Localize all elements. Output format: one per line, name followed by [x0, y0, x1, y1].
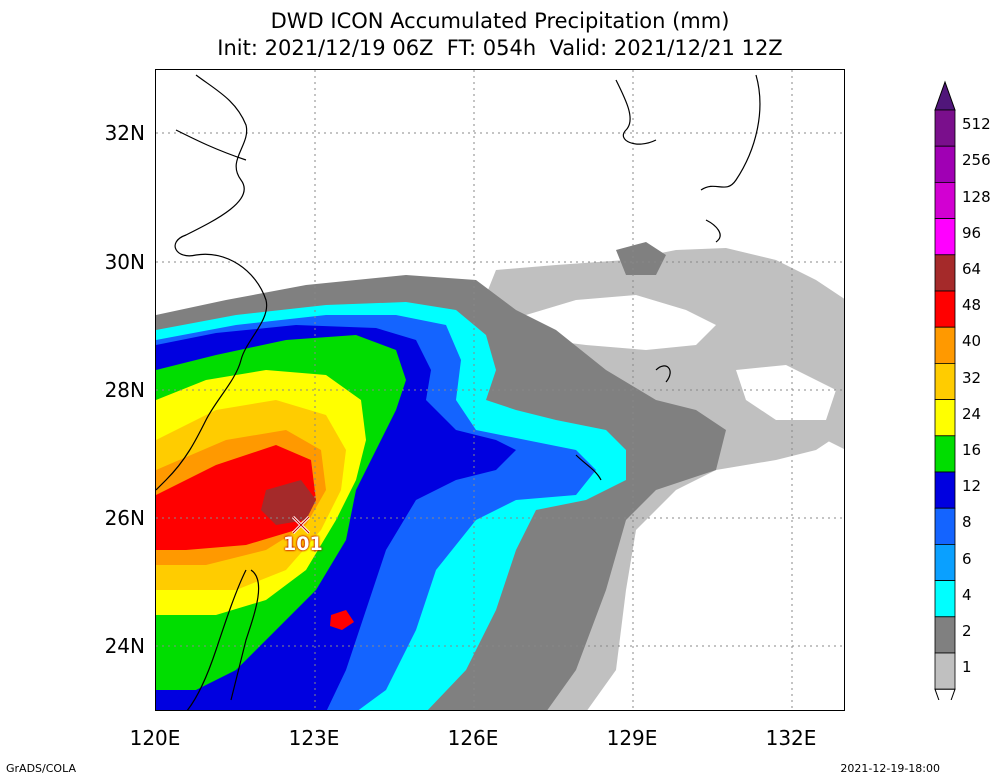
legend-level-label: 24 [962, 404, 982, 423]
dry-gap [526, 295, 716, 350]
lon-tick-120e: 120E [129, 726, 181, 750]
legend-level-label: 16 [962, 441, 982, 459]
lat-tick-30n: 30N [104, 250, 145, 274]
precip-2-blob [616, 242, 666, 275]
color-bar-segment [934, 218, 956, 256]
lat-tick-24n: 24N [104, 634, 145, 658]
color-bar-segment [934, 652, 956, 690]
color-bar-segment [934, 362, 956, 400]
lat-tick-32n: 32N [104, 121, 145, 145]
legend-level-label: 1 [962, 658, 972, 677]
lat-tick-26n: 26N [104, 506, 145, 530]
color-bar-segment [934, 109, 956, 147]
legend-level-label: 64 [962, 260, 982, 278]
legend-level-label: 2 [962, 622, 972, 640]
max-value-label: 101 [283, 533, 323, 555]
color-bar-segment [934, 326, 956, 364]
color-bar-bottom-cap [934, 688, 956, 700]
legend-level-label: 96 [962, 223, 982, 242]
color-bar-segment [934, 471, 956, 509]
color-bar-top-cap [934, 80, 956, 111]
map-subtitle: Init: 2021/12/19 06Z FT: 054h Valid: 202… [217, 36, 783, 60]
legend-level-label: 6 [962, 549, 972, 568]
color-bar [934, 80, 956, 700]
lon-tick-129e: 129E [606, 726, 658, 750]
color-bar-segment [934, 507, 956, 545]
color-bar-segment [934, 290, 956, 328]
footer-left: GrADS/COLA [6, 762, 76, 775]
color-bar-legend: 512 256 128 96 64 48 40 32 24 16 12 8 6 4 2 1 [930, 80, 1000, 700]
grid-lines [156, 70, 844, 710]
color-bar-segment [934, 254, 956, 292]
lat-tick-28n: 28N [104, 378, 145, 402]
lon-tick-126e: 126E [447, 726, 499, 750]
legend-level-label: 128 [962, 187, 991, 206]
map-canvas [156, 70, 844, 710]
color-bar-segment [934, 580, 956, 618]
map-title: DWD ICON Accumulated Precipitation (mm) [270, 9, 730, 33]
legend-level-label: 32 [962, 368, 982, 387]
color-bar-segment [934, 435, 956, 473]
lon-tick-132e: 132E [765, 726, 817, 750]
color-bar-segment [934, 399, 956, 437]
lon-tick-123e: 123E [288, 726, 340, 750]
precip-48-blob [330, 610, 354, 630]
max-marker-icon [291, 515, 311, 535]
footer-right: 2021-12-19-18:00 [840, 762, 940, 775]
legend-level-label: 512 [962, 115, 991, 134]
coastlines [156, 74, 761, 710]
legend-level-label: 48 [962, 296, 982, 315]
precipitation-map [155, 69, 845, 711]
color-bar-segment [934, 616, 956, 654]
legend-level-label: 8 [962, 513, 972, 532]
legend-level-label: 40 [962, 332, 982, 351]
legend-level-label: 12 [962, 477, 982, 496]
legend-level-label: 4 [962, 585, 972, 604]
dry-gap-east [736, 365, 836, 420]
legend-level-label: 256 [962, 151, 991, 170]
color-bar-segment [934, 182, 956, 220]
color-bar-segment [934, 145, 956, 183]
precip-64-area [261, 480, 316, 525]
color-bar-segment [934, 543, 956, 581]
